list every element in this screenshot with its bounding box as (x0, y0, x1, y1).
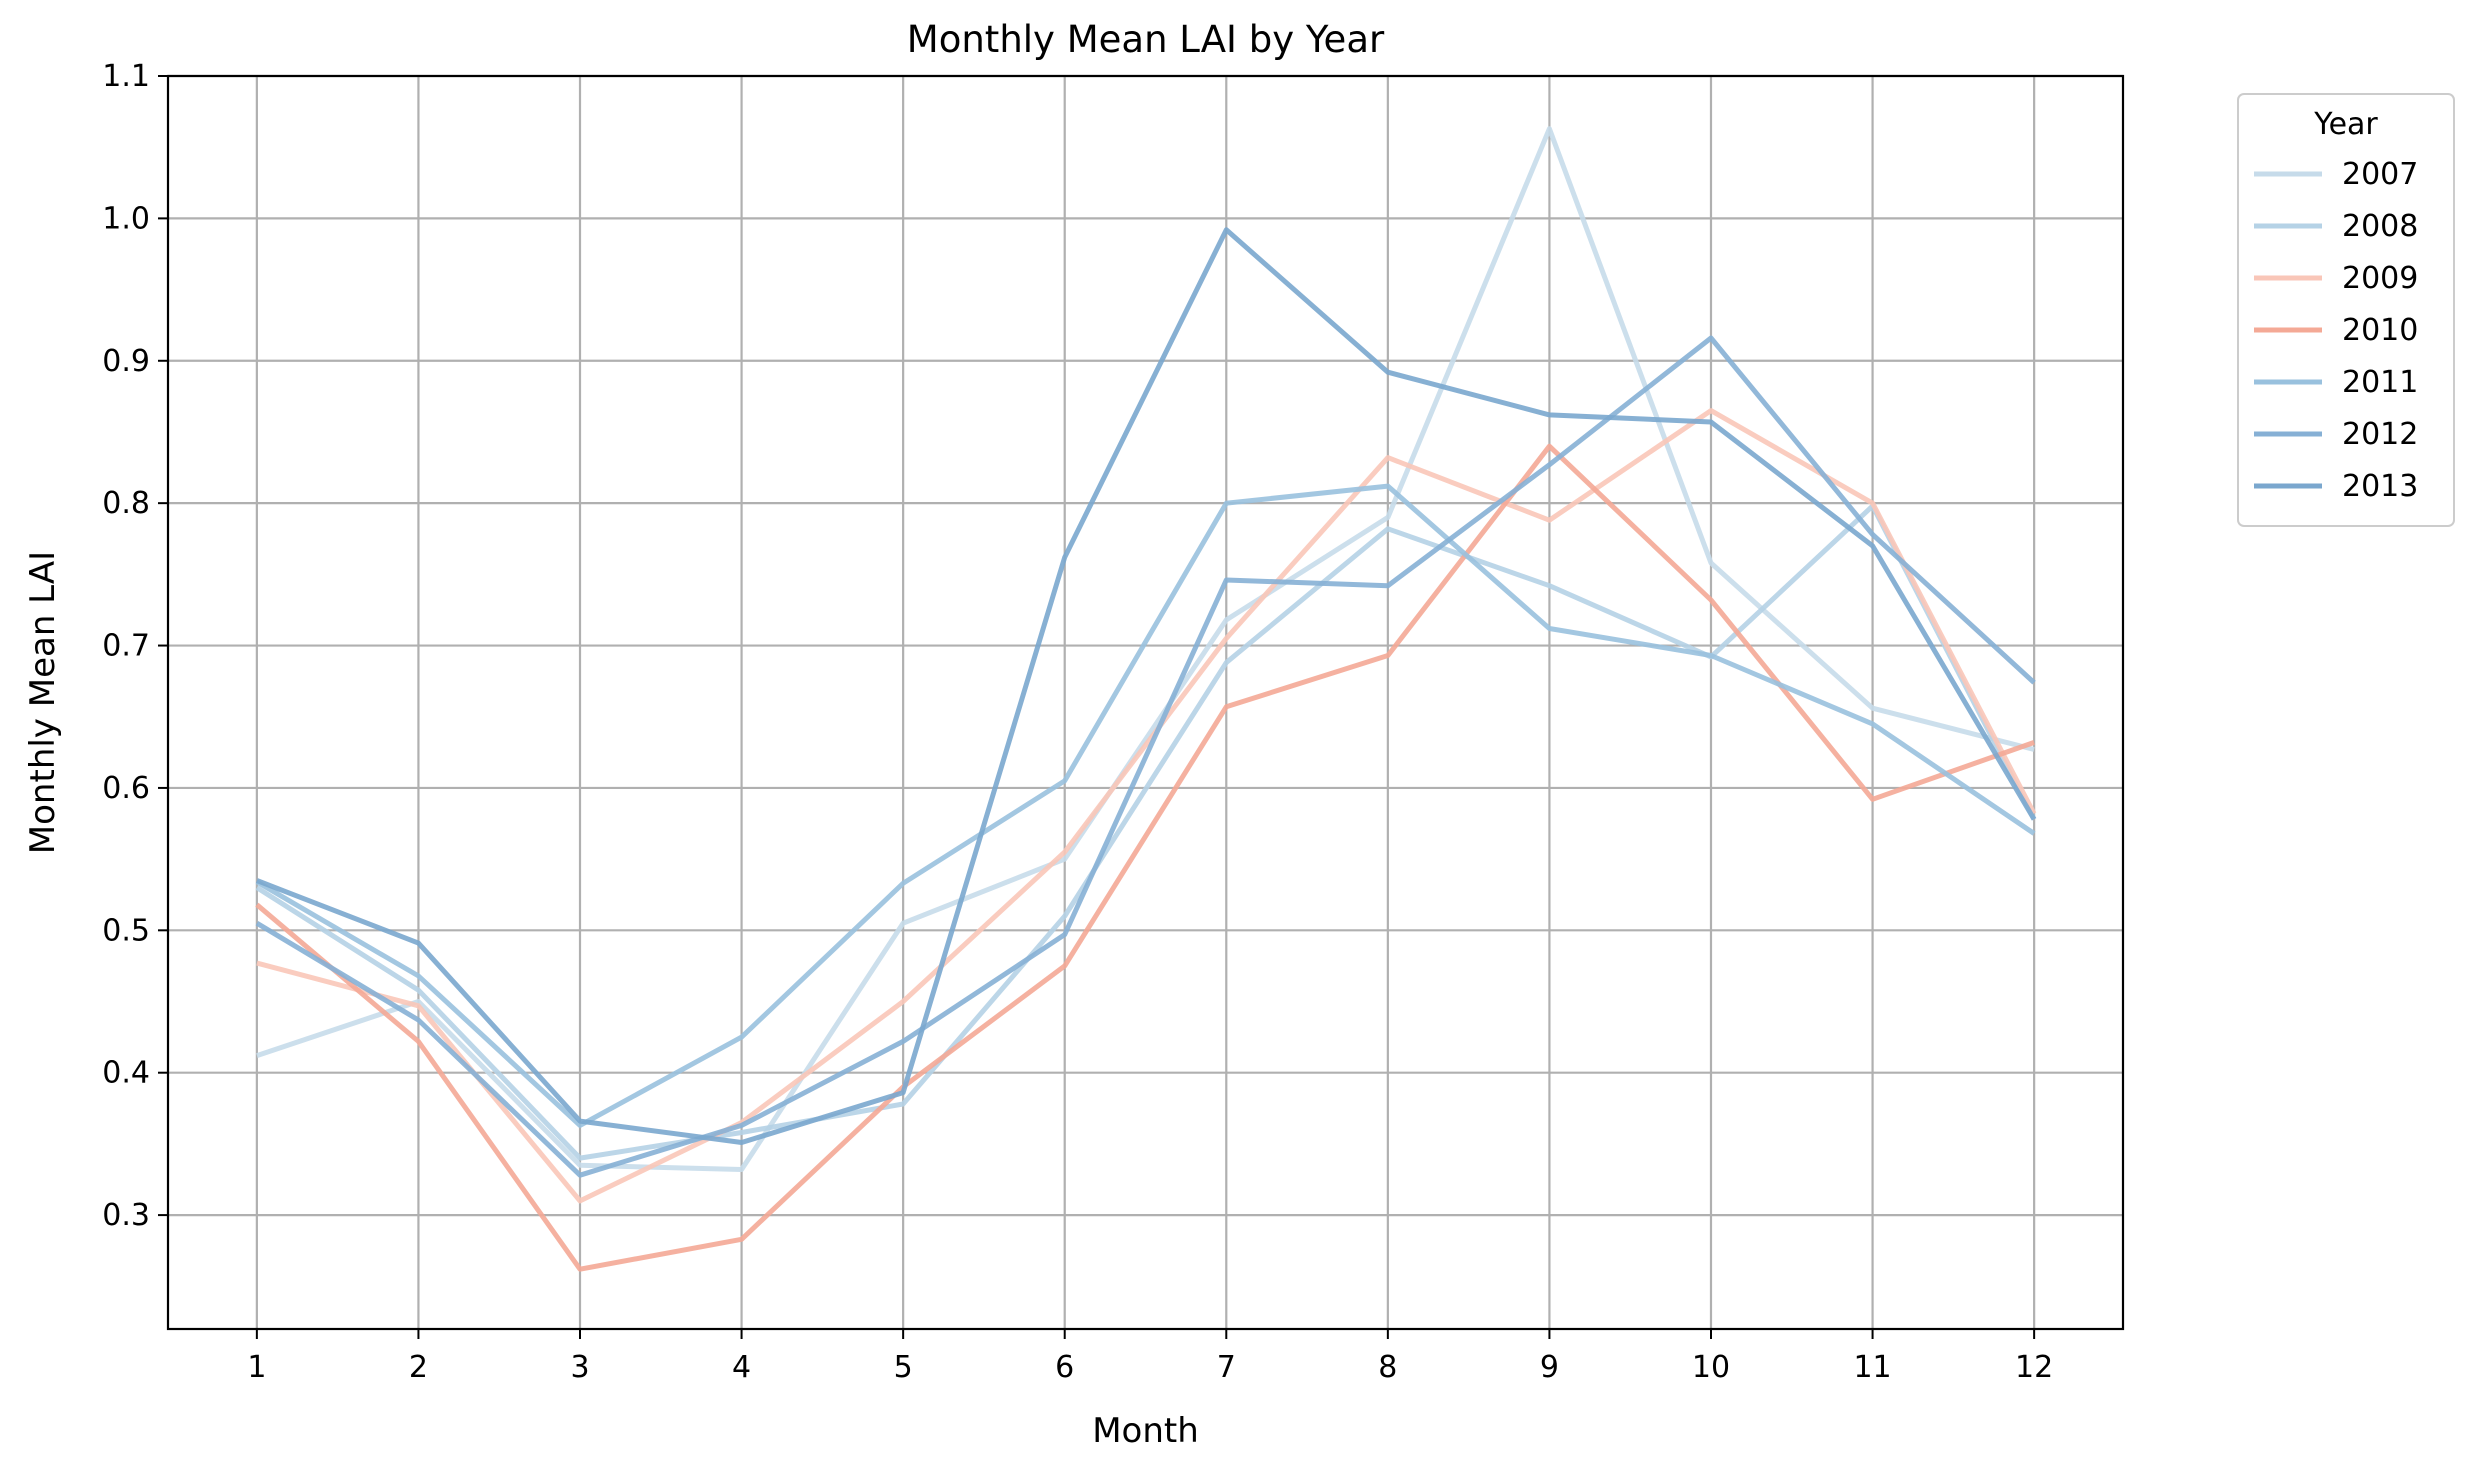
x-axis-title: Month (1092, 1411, 1199, 1451)
legend-item-2007: 2007 (2254, 157, 2418, 192)
legend-label: 2007 (2342, 157, 2418, 192)
y-tick-label: 0.8 (102, 486, 150, 521)
x-tick-label: 12 (2015, 1350, 2053, 1385)
y-tick-label: 0.7 (102, 629, 150, 664)
legend-label: 2011 (2342, 365, 2418, 400)
y-tick-label: 0.4 (102, 1056, 150, 1091)
x-tick-label: 2 (409, 1350, 428, 1385)
series-line-2007 (256, 126, 2035, 1172)
x-tick-label: 11 (1853, 1350, 1891, 1385)
legend-title: Year (2313, 107, 2378, 142)
x-tick-label: 7 (1217, 1350, 1236, 1385)
series-line-2012 (255, 335, 2036, 1178)
y-tick-label: 0.6 (102, 771, 150, 806)
y-tick-label: 1.1 (102, 59, 150, 94)
plot-area-frame (166, 74, 2125, 1331)
legend-item-2012: 2012 (2254, 417, 2418, 452)
x-tick-label: 10 (1692, 1350, 1730, 1385)
legend-items: 2007 2008 2009 2010 2011 2012 2013 (2254, 157, 2418, 504)
y-tick-label: 0.5 (102, 913, 150, 948)
x-tick-label: 4 (732, 1350, 751, 1385)
legend-item-2013: 2013 (2254, 469, 2418, 504)
y-axis-title: Monthly Mean LAI (23, 551, 63, 854)
legend-label: 2008 (2342, 209, 2418, 244)
legend-label: 2012 (2342, 417, 2418, 452)
legend-label: 2009 (2342, 261, 2418, 296)
chart-title: Monthly Mean LAI by Year (907, 18, 1385, 61)
x-tick-label: 6 (1055, 1350, 1074, 1385)
series-line-2011 (255, 483, 2036, 1128)
series-lines (255, 126, 2037, 1272)
legend-item-2010: 2010 (2254, 313, 2418, 348)
legend: Year 2007 2008 2009 2010 2011 2012 2013 (2237, 93, 2455, 527)
x-tick-label: 9 (1540, 1350, 1559, 1385)
y-tick-label: 1.0 (102, 201, 150, 236)
legend-item-2009: 2009 (2254, 261, 2418, 296)
legend-item-2011: 2011 (2254, 365, 2418, 400)
legend-label: 2013 (2342, 469, 2418, 504)
legend-box (2237, 93, 2455, 527)
series-line-2010 (255, 443, 2035, 1272)
series-line-2013 (255, 227, 2037, 1145)
axis-ticks: 1 2 3 4 5 6 7 8 9 10 11 120.30.40.50.60.70.80.91.01… (102, 59, 2053, 1385)
x-tick-label: 1 (247, 1350, 266, 1385)
x-tick-label: 5 (894, 1350, 913, 1385)
legend-item-2008: 2008 (2254, 209, 2418, 244)
x-tick-label: 3 (570, 1350, 589, 1385)
legend-label: 2010 (2342, 313, 2418, 348)
y-tick-label: 0.9 (102, 344, 150, 379)
series-line-2009 (256, 408, 2037, 1204)
y-tick-label: 0.3 (102, 1198, 150, 1233)
x-tick-label: 8 (1378, 1350, 1397, 1385)
